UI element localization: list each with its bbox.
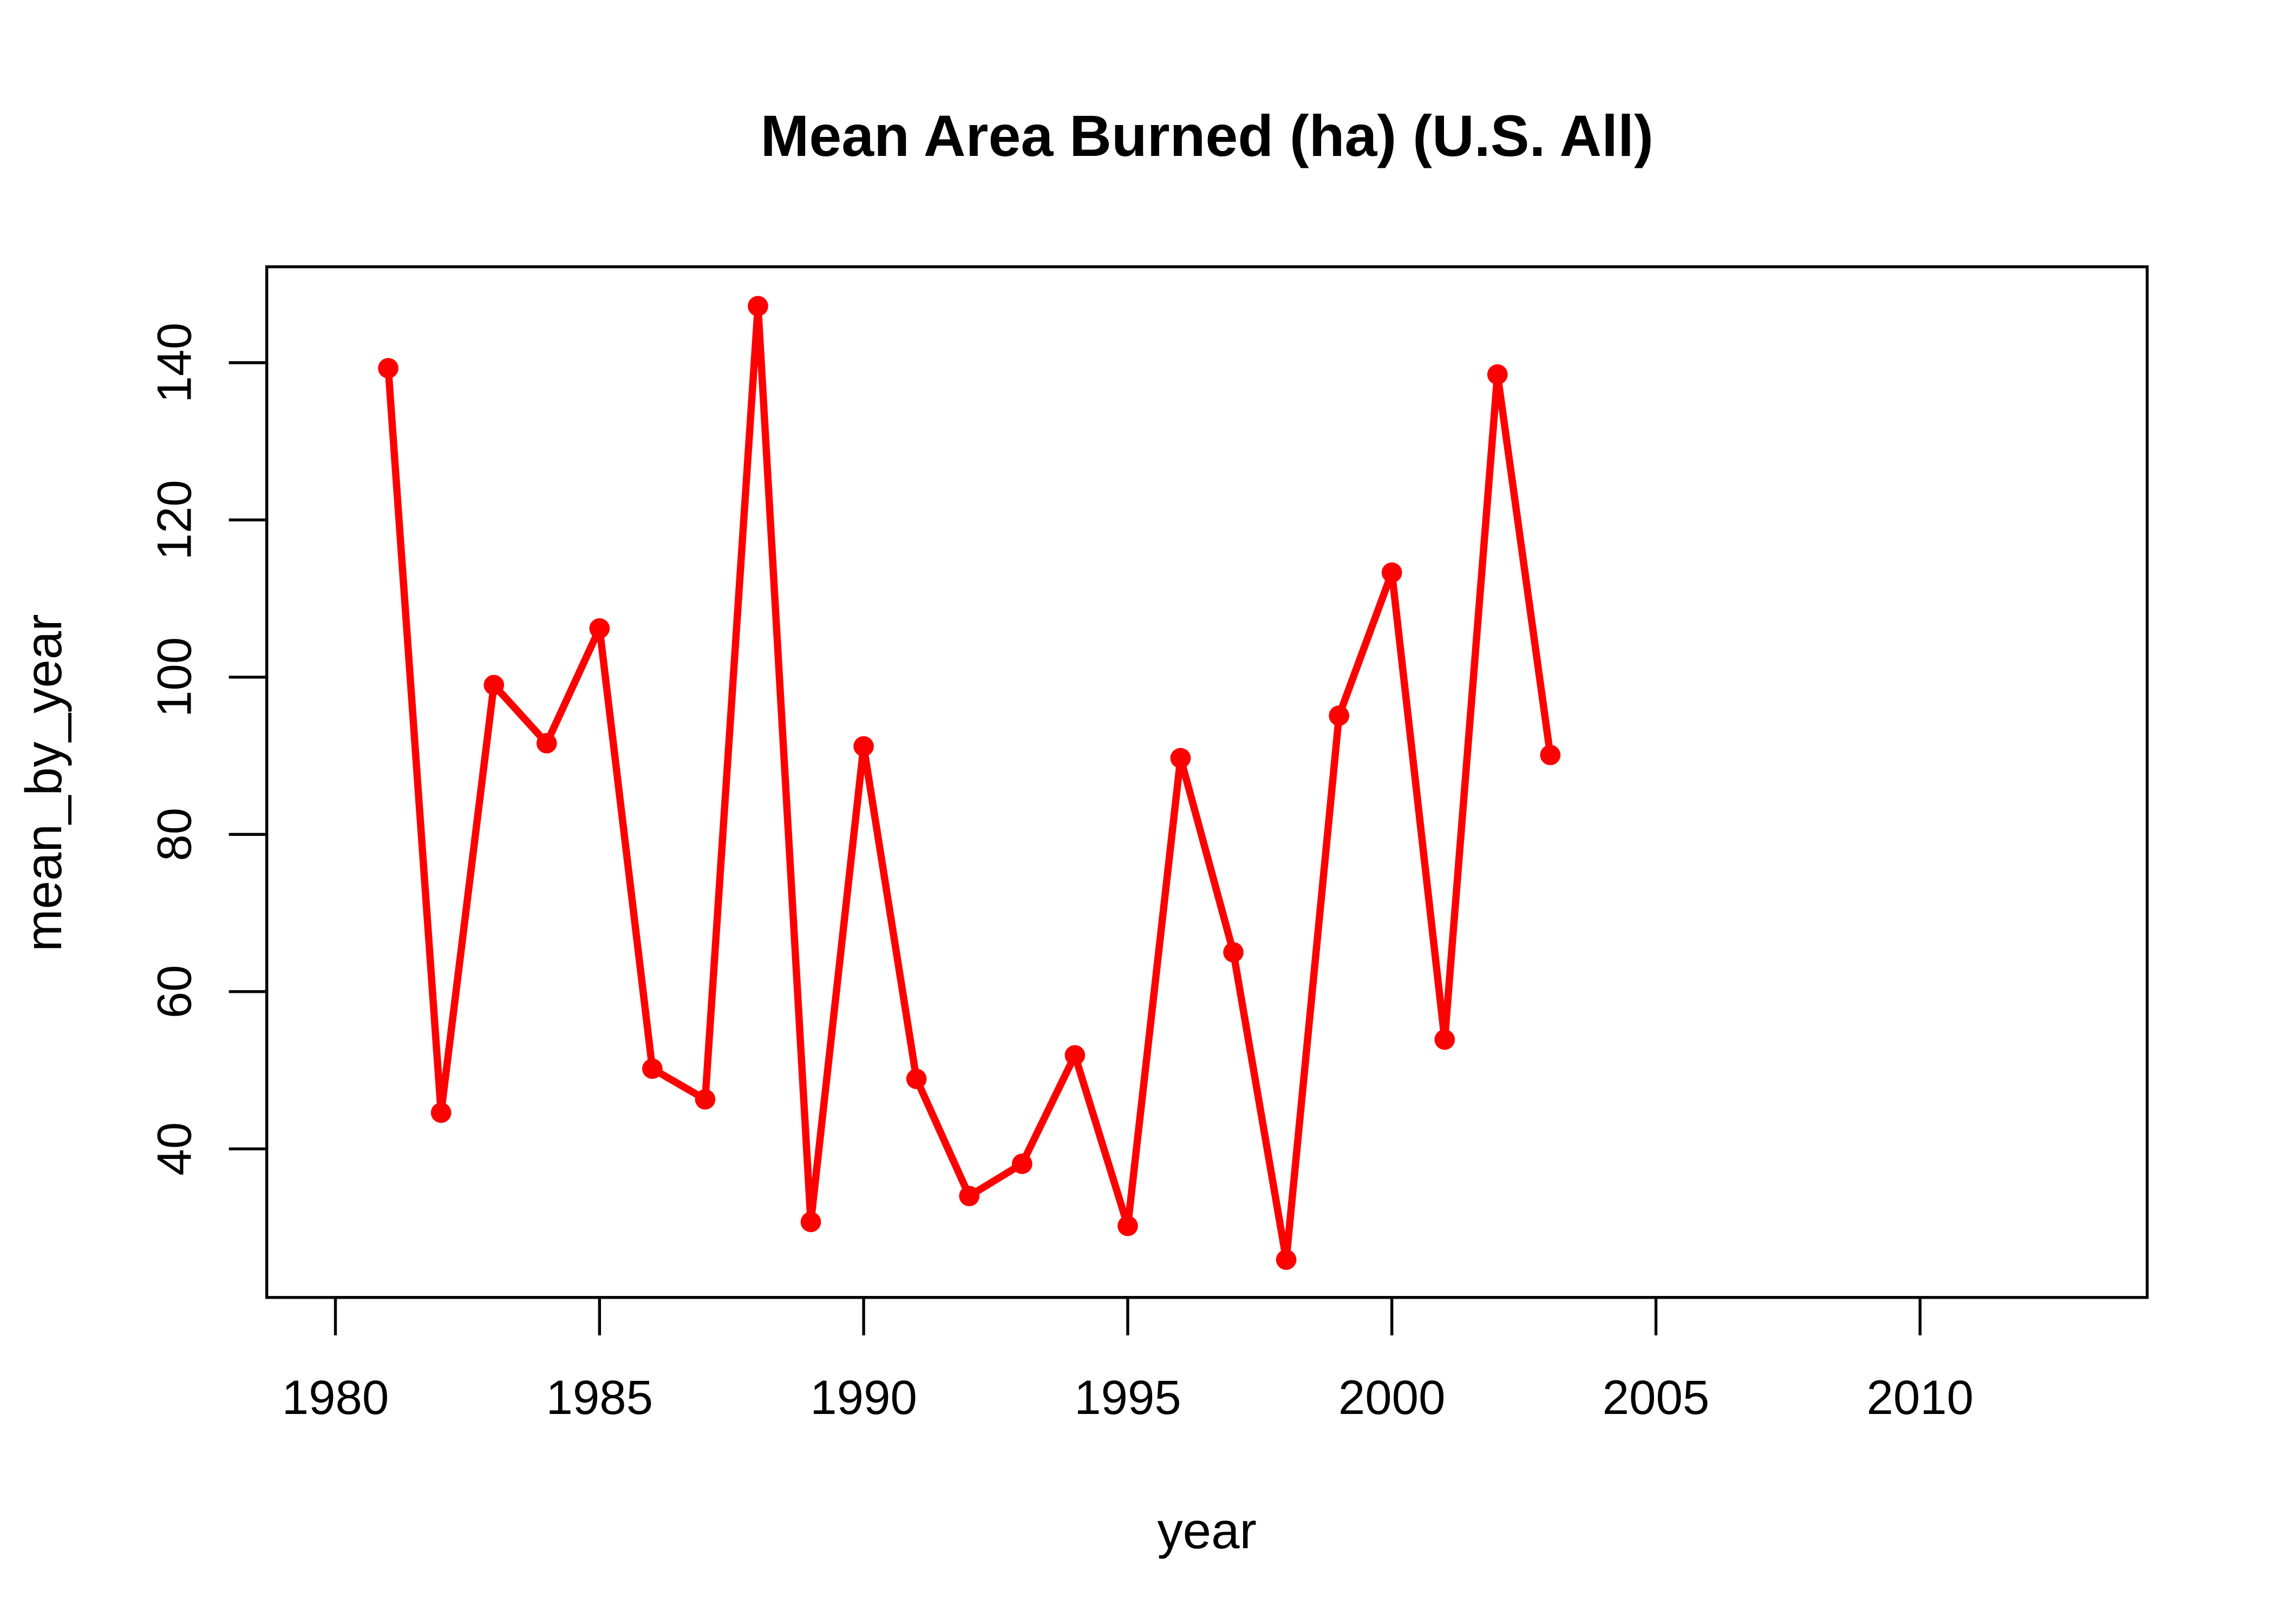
y-axis: 40 60 80 100 120 140 — [148, 323, 269, 1176]
x-tick-label: 1980 — [282, 1371, 389, 1424]
data-point — [1223, 942, 1244, 963]
x-tick-label: 2000 — [1338, 1371, 1446, 1424]
data-point — [800, 1212, 821, 1233]
data-point — [483, 675, 505, 696]
data-point — [1276, 1249, 1297, 1270]
data-point — [853, 736, 874, 757]
data-point — [959, 1186, 980, 1207]
data-point — [1381, 562, 1402, 583]
data-point — [906, 1069, 927, 1089]
x-tick-label: 2005 — [1603, 1371, 1710, 1424]
plot-frame — [265, 265, 2149, 1299]
series-mean-by-year — [378, 296, 1561, 1270]
x-tick-label: 1990 — [810, 1371, 917, 1424]
y-tick-label: 100 — [148, 637, 201, 717]
x-tick-label: 1985 — [546, 1371, 653, 1424]
data-point — [1329, 705, 1349, 726]
data-point — [589, 618, 610, 639]
x-tick-label: 1995 — [1074, 1371, 1181, 1424]
data-point — [1170, 748, 1191, 769]
data-point — [1487, 364, 1508, 385]
x-axis-label: year — [1158, 1502, 1257, 1559]
y-tick-label: 80 — [148, 808, 201, 861]
chart-title: Mean Area Burned (ha) (U.S. All) — [761, 103, 1654, 168]
x-axis: 1980 1985 1990 1995 2000 2005 2010 — [282, 1296, 1974, 1424]
y-tick-label: 60 — [148, 965, 201, 1018]
data-point — [748, 296, 768, 317]
data-point — [430, 1102, 452, 1123]
data-point — [536, 733, 557, 754]
data-point — [1540, 744, 1561, 765]
data-point — [378, 358, 398, 379]
data-point — [642, 1058, 663, 1079]
data-point — [1118, 1215, 1138, 1236]
data-point — [1434, 1029, 1455, 1050]
y-tick-label: 140 — [148, 323, 201, 403]
data-point — [1011, 1154, 1033, 1174]
y-axis-label: mean_by_year — [15, 614, 72, 951]
data-point — [1064, 1045, 1086, 1066]
y-tick-label: 120 — [148, 480, 201, 560]
x-tick-label: 2010 — [1866, 1371, 1974, 1424]
y-tick-label: 40 — [148, 1122, 201, 1176]
data-point — [695, 1089, 716, 1110]
series-line — [384, 302, 1554, 1263]
